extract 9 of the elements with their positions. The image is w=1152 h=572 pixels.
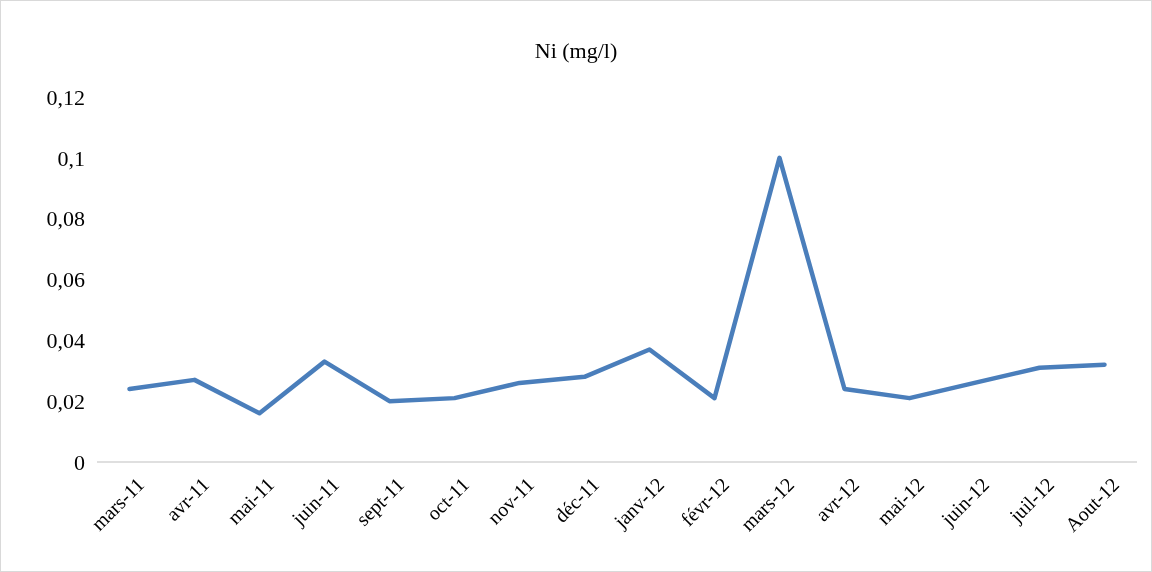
y-tick-label: 0,06 — [46, 267, 85, 293]
line-series — [127, 155, 1107, 416]
chart-title: Ni (mg/l) — [534, 38, 618, 63]
y-tick-label: 0,08 — [46, 206, 85, 232]
y-tick-label: 0,1 — [57, 145, 85, 171]
y-tick-label: 0,04 — [46, 328, 85, 354]
y-tick-label: 0,02 — [46, 388, 85, 414]
y-tick-label: 0,12 — [46, 84, 85, 110]
y-tick-label: 0 — [74, 449, 85, 475]
